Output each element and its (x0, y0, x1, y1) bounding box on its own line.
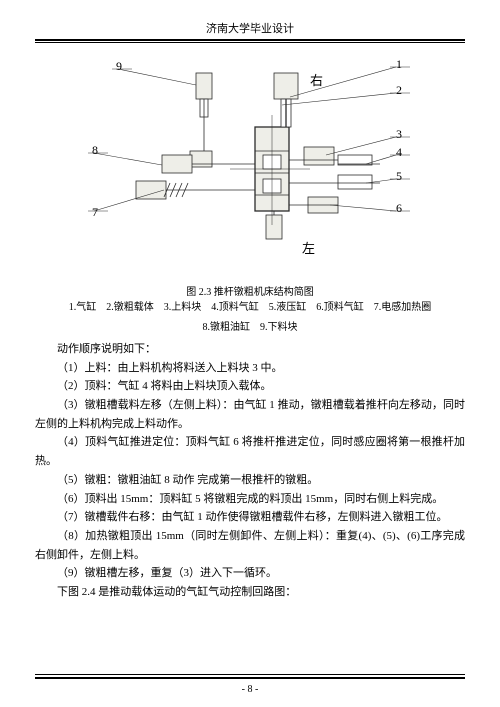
step-7: （7）镦槽载件右移：由气缸 1 动作使得镦粗槽载件右移，左侧料进入镦粗工位。 (35, 508, 465, 527)
figure-container: 右左 1 2 3 4 5 6 7 8 9 (35, 55, 465, 275)
svg-text:左: 左 (302, 241, 315, 256)
figure-legend-2: 8.镦粗油缸 9.下料块 (35, 320, 465, 336)
step-8: （8）加热镦粗顶出 15mm（同时左侧卸件、左侧上料）：重复(4)、(5)、(6… (35, 527, 465, 564)
svg-text:7: 7 (92, 205, 98, 219)
page-header: 济南大学毕业设计 (35, 20, 465, 39)
step-6: （6）顶料出 15mm：顶料缸 5 将镦粗完成的料顶出 15mm，同时右侧上料完… (35, 490, 465, 509)
header-rule-thin (35, 42, 465, 43)
step-9: （9）镦粗槽左移，重复（3）进入下一循环。 (35, 564, 465, 583)
svg-text:2: 2 (396, 83, 402, 97)
svg-text:9: 9 (116, 59, 122, 73)
svg-text:6: 6 (396, 201, 402, 215)
figure-2-3-diagram: 右左 1 2 3 4 5 6 7 8 9 (80, 55, 420, 275)
footer-rule-thin (35, 674, 465, 675)
next-fig-line: 下图 2.4 是推动载体运动的气缸气动控制回路图： (35, 583, 465, 602)
intro-line: 动作顺序说明如下： (35, 340, 465, 359)
svg-text:8: 8 (92, 143, 98, 157)
step-1: （1）上料：由上料机构将料送入上料块 3 中。 (35, 359, 465, 378)
svg-text:3: 3 (396, 127, 402, 141)
step-5: （5）镦粗：镦粗油缸 8 动作 完成第一根推杆的镦粗。 (35, 471, 465, 490)
footer-rule-thick (35, 677, 465, 679)
svg-text:4: 4 (396, 145, 402, 159)
svg-text:右: 右 (310, 73, 323, 88)
page-number: - 8 - (0, 684, 500, 695)
step-2: （2）顶料：气缸 4 将料由上料块顶入载体。 (35, 377, 465, 396)
body-text: 动作顺序说明如下： （1）上料：由上料机构将料送入上料块 3 中。 （2）顶料：… (35, 340, 465, 602)
step-4: （4）顶料气缸推进定位：顶料气缸 6 将推杆推进定位，同时感应圈将第一根推杆加热… (35, 433, 465, 470)
header-title: 济南大学毕业设计 (206, 23, 294, 35)
svg-text:1: 1 (396, 57, 402, 71)
step-3: （3）镦粗槽载料左移（左侧上料）：由气缸 1 推动，镦粗槽载着推杆向左移动，同时… (35, 396, 465, 433)
figure-caption: 图 2.3 推杆镦粗机床结构简图 (35, 283, 465, 298)
svg-text:5: 5 (396, 169, 402, 183)
header-rule-thick (35, 39, 465, 41)
figure-legend-1: 1.气缸 2.镦粗载体 3.上料块 4.顶料气缸 5.液压缸 6.顶料气缸 7.… (35, 300, 465, 316)
